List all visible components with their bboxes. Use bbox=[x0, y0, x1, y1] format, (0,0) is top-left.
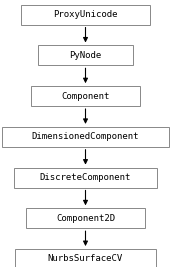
Text: DimensionedComponent: DimensionedComponent bbox=[32, 132, 139, 141]
FancyArrowPatch shape bbox=[84, 231, 87, 245]
FancyBboxPatch shape bbox=[26, 208, 145, 228]
Text: DiscreteComponent: DiscreteComponent bbox=[40, 173, 131, 182]
FancyArrowPatch shape bbox=[84, 190, 87, 204]
FancyBboxPatch shape bbox=[15, 249, 156, 267]
FancyArrowPatch shape bbox=[84, 150, 87, 163]
FancyBboxPatch shape bbox=[31, 86, 140, 106]
FancyArrowPatch shape bbox=[84, 28, 87, 41]
FancyArrowPatch shape bbox=[84, 68, 87, 82]
Text: NurbsSurfaceCV: NurbsSurfaceCV bbox=[48, 254, 123, 264]
Text: ProxyUnicode: ProxyUnicode bbox=[53, 10, 118, 19]
FancyArrowPatch shape bbox=[84, 109, 87, 123]
FancyBboxPatch shape bbox=[2, 127, 169, 147]
FancyBboxPatch shape bbox=[14, 168, 157, 187]
FancyBboxPatch shape bbox=[21, 5, 150, 25]
Text: PyNode: PyNode bbox=[69, 51, 102, 60]
FancyBboxPatch shape bbox=[38, 45, 133, 65]
Text: Component2D: Component2D bbox=[56, 214, 115, 223]
Text: Component: Component bbox=[61, 92, 110, 101]
